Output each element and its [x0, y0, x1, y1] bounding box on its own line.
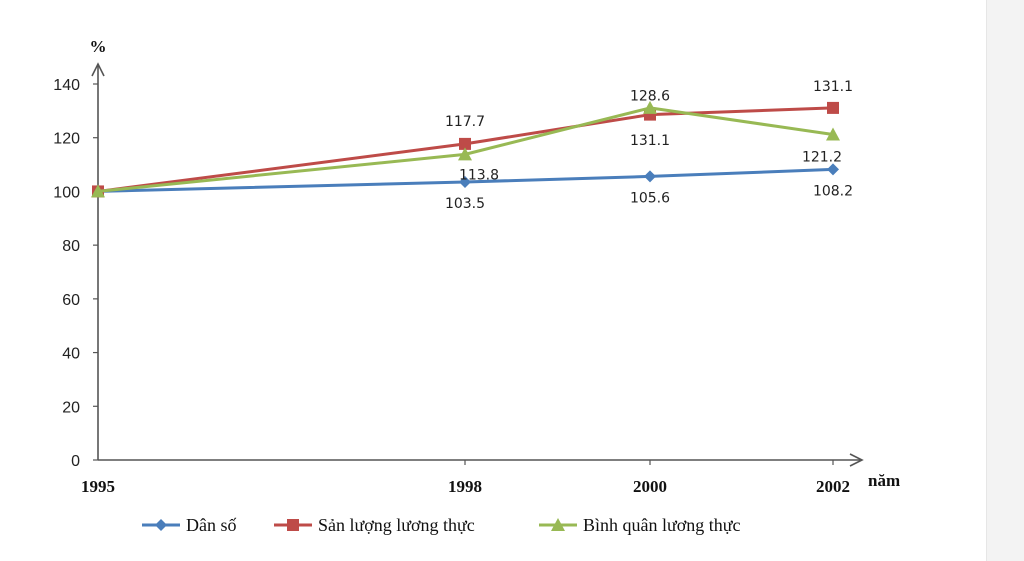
y-axis-arrow — [91, 62, 105, 77]
data-labels: 103.5 105.6 108.2 117.7 128.6 131.1 113.8 131.1… — [445, 79, 853, 212]
data-point-marker — [91, 184, 105, 198]
legend-label: Bình quân lương thực — [583, 515, 741, 535]
y-tick-label: 40 — [62, 346, 80, 363]
data-label: 128.6 — [630, 89, 670, 105]
data-label: 121.2 — [802, 149, 842, 165]
y-axis-title: % — [90, 37, 107, 56]
x-category-label: 2002 — [816, 477, 850, 496]
series-line — [97, 106, 834, 193]
legend-item-2: Sản lượng lương thực — [274, 515, 475, 535]
data-label: 103.5 — [445, 196, 485, 212]
legend-item-1: Dân số — [142, 515, 237, 535]
y-tick-label: 20 — [62, 399, 80, 416]
y-tick-label: 80 — [62, 238, 80, 255]
legend-label: Dân số — [186, 515, 237, 535]
data-label: 108.2 — [813, 183, 853, 199]
y-tick-label: 60 — [62, 292, 80, 309]
data-point-marker — [458, 147, 472, 161]
data-label: 117.7 — [445, 114, 485, 130]
y-tick-label: 100 — [53, 184, 80, 201]
series-line — [97, 167, 834, 193]
line-chart: 0 20 40 60 80 100 120 140 1995 1998 2000 2002 % nă… — [53, 37, 900, 535]
legend-label: Sản lượng lương thực — [318, 515, 475, 535]
y-tick-label: 140 — [53, 77, 80, 94]
x-axis-arrow — [849, 453, 864, 467]
legend-swatch-marker — [155, 519, 167, 531]
data-label: 105.6 — [630, 190, 670, 206]
x-category-label: 1998 — [448, 477, 482, 496]
x-category-label: 2000 — [633, 477, 667, 496]
data-point-marker — [644, 170, 656, 183]
page-side-strip — [986, 0, 1024, 561]
y-tick-label: 120 — [53, 131, 80, 148]
x-category-label: 1995 — [81, 477, 115, 496]
legend-swatch-marker — [551, 518, 565, 531]
series-2 — [92, 101, 839, 198]
chart-series — [91, 100, 840, 198]
x-axis-title: năm — [868, 471, 900, 490]
x-category-labels: 1995 1998 2000 2002 — [81, 477, 850, 496]
data-point-marker — [459, 137, 471, 150]
chart-axes — [91, 62, 864, 467]
data-label: 113.8 — [459, 167, 499, 183]
data-point-marker — [643, 100, 657, 114]
data-point-marker — [459, 176, 471, 189]
y-tick-labels: 0 20 40 60 80 100 120 140 — [53, 77, 80, 470]
y-tick-label: 0 — [71, 453, 80, 470]
data-point-marker — [827, 101, 839, 114]
legend-swatch-marker — [287, 519, 299, 531]
data-point-marker — [827, 163, 839, 176]
chart-legend: Dân số Sản lượng lương thực Bình quân lươn… — [142, 515, 741, 535]
series-line — [97, 106, 834, 193]
data-label: 131.1 — [630, 133, 670, 149]
data-point-marker — [826, 127, 840, 141]
series-3 — [91, 100, 840, 198]
legend-item-3: Bình quân lương thực — [539, 515, 741, 535]
data-label: 131.1 — [813, 79, 853, 95]
